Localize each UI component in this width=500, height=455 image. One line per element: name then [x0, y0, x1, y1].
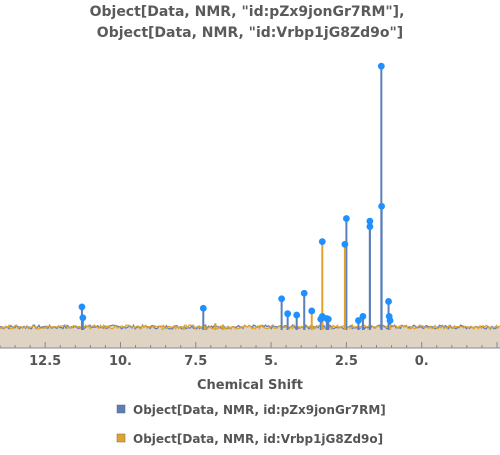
- peak-marker-series-2-5: [308, 307, 316, 315]
- peak-marker-series-1-15: [366, 223, 374, 231]
- peak-marker-series-2-7: [341, 240, 349, 248]
- legend-item-series-2: Object[Data, NMR, id:Vrbp1jG8Zd9o]: [116, 432, 383, 446]
- x-axis: 12.5 10. 7.5 5. 2.5 0.: [0, 342, 500, 369]
- x-tick-label: 2.5: [335, 354, 358, 369]
- peak-marker-series-1-4: [278, 295, 286, 303]
- peak-marker-series-1-21: [386, 317, 394, 324]
- legend-item-series-1: Object[Data, NMR, id:pZx9jonGr7RM]: [116, 403, 386, 417]
- x-tick-label: 10.: [109, 354, 132, 369]
- chart-title-line-2: Object[Data, NMR, "id:Vrbp1jG8Zd9o"]: [97, 25, 403, 41]
- x-tick-label: 5.: [264, 354, 278, 369]
- x-axis-label: Chemical Shift: [197, 378, 303, 393]
- legend-swatch-series-2: [116, 433, 126, 443]
- legend-label-series-1: Object[Data, NMR, id:pZx9jonGr7RM]: [133, 403, 386, 417]
- peak-marker-series-1-1: [79, 314, 87, 322]
- peak-marker-series-1-16: [366, 217, 374, 225]
- legend-swatch-series-1: [116, 404, 126, 414]
- peak-marker-series-1-14: [359, 313, 367, 320]
- x-tick-label: 0.: [415, 354, 429, 369]
- x-tick-label: 12.5: [29, 354, 61, 369]
- peak-marker-series-1-19: [385, 298, 392, 305]
- chart-title-line-1: Object[Data, NMR, "id:pZx9jonGr7RM"],: [90, 4, 405, 20]
- peak-marker-series-1-6: [293, 311, 301, 319]
- legend-label-series-2: Object[Data, NMR, id:Vrbp1jG8Zd9o]: [133, 432, 383, 446]
- peak-marker-series-2-6: [318, 238, 326, 246]
- peak-marker-series-1-7: [300, 289, 308, 297]
- legend: Object[Data, NMR, id:pZx9jonGr7RM] Objec…: [116, 403, 386, 446]
- x-tick-label: 7.5: [184, 354, 207, 369]
- peak-marker-series-1-11: [324, 315, 332, 323]
- peak-marker-series-1-13: [355, 317, 362, 324]
- plot-area: [0, 62, 500, 348]
- peak-marker-series-1-18: [378, 202, 386, 210]
- peak-marker-series-1-2: [199, 304, 207, 312]
- peak-marker-series-1-12: [342, 215, 350, 222]
- baseline-fill: [0, 326, 500, 348]
- peak-marker-series-1-0: [78, 303, 86, 311]
- peak-marker-series-1-17: [377, 62, 385, 70]
- peak-marker-series-1-5: [284, 310, 292, 318]
